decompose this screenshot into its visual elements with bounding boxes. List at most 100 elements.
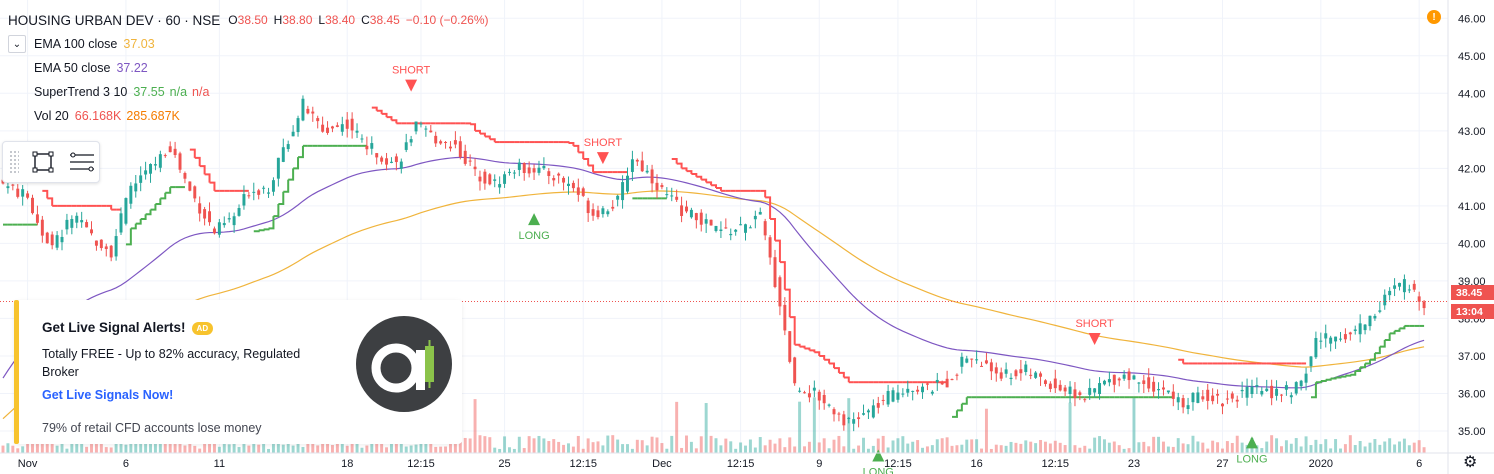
candle-body <box>35 214 39 223</box>
short-arrow-icon <box>1088 332 1101 345</box>
candle-body <box>1039 373 1043 377</box>
time-tick-label: 9 <box>816 458 822 470</box>
indicator-ema50[interactable]: EMA 50 close 37.22 <box>8 56 495 80</box>
candle-body <box>463 150 467 164</box>
ema50-line <box>2 156 1425 389</box>
volume-bar <box>1221 448 1224 453</box>
candle-body <box>1196 392 1200 403</box>
candle-body <box>621 182 625 201</box>
volume-bar <box>1304 436 1308 453</box>
promo-card[interactable]: Get Live Signal Alerts! AD Totally FREE -… <box>14 300 462 444</box>
rectangle-tool-icon[interactable] <box>29 148 57 176</box>
drawing-toolbox[interactable] <box>2 141 100 183</box>
time-tick-label: 18 <box>341 458 353 470</box>
candle-body <box>217 222 221 235</box>
volume-bar <box>940 438 944 453</box>
indicator-volume[interactable]: Vol 20 66.168K 285.687K <box>8 104 495 128</box>
gear-icon[interactable]: ⚙ <box>1463 454 1478 471</box>
volume-bar <box>748 439 752 453</box>
candle-body <box>1398 282 1401 287</box>
candle-body <box>591 209 595 216</box>
supertrend-segment <box>1340 375 1347 378</box>
candle-body <box>694 213 698 221</box>
volume-bar <box>1157 436 1161 453</box>
candle-body <box>1058 384 1062 391</box>
supertrend-segment <box>681 167 688 172</box>
price-axis[interactable]: 35.0036.0037.0038.0039.0040.0041.0042.00… <box>1447 0 1494 474</box>
volume-bar <box>129 436 133 453</box>
ohlc-low: L38.40 <box>318 13 356 27</box>
volume-bar <box>1240 442 1244 453</box>
candle-body <box>286 144 290 150</box>
candle-body <box>886 390 890 405</box>
indicator-ema100[interactable]: ⌄ EMA 100 close 37.03 <box>8 32 495 56</box>
promo-link[interactable]: Get Live Signals Now! <box>42 388 174 402</box>
volume-bar <box>40 439 44 453</box>
supertrend-segment <box>671 157 678 164</box>
volume-bar <box>1029 441 1033 453</box>
volume-bar <box>444 446 448 453</box>
collapse-legend-button[interactable]: ⌄ <box>8 35 26 53</box>
indicator-supertrend[interactable]: SuperTrend 3 10 37.55 n/a n/a <box>8 80 495 104</box>
volume-bar <box>453 441 457 453</box>
candle-body <box>350 118 354 131</box>
volume-bar <box>119 443 123 453</box>
volume-bar <box>473 399 477 453</box>
candle-body <box>1122 374 1126 379</box>
candle-body <box>1388 290 1392 296</box>
volume-bar <box>508 447 511 453</box>
candle-body <box>586 200 590 214</box>
volume-bar <box>55 445 59 453</box>
candle-body <box>744 224 747 233</box>
supertrend-segment <box>809 349 816 353</box>
candle-body <box>291 131 295 137</box>
volume-bar <box>493 447 497 453</box>
volume-bar <box>424 438 428 453</box>
volume-bar <box>562 444 566 453</box>
candle-body <box>144 170 148 175</box>
candle-body <box>1250 386 1254 395</box>
candlestick-series[interactable] <box>1 95 1426 432</box>
volume-bar <box>1058 442 1062 453</box>
signal-label: SHORT <box>392 65 431 77</box>
volume-bar <box>857 445 861 453</box>
candle-body <box>650 169 654 184</box>
supertrend-segment <box>961 397 968 405</box>
volume-bar <box>886 447 890 453</box>
long-arrow-icon <box>528 213 541 226</box>
volume-bar <box>385 447 389 453</box>
candle-body <box>1378 310 1382 312</box>
candle-body <box>1147 377 1151 389</box>
candle-body <box>1225 398 1229 400</box>
volume-bar <box>758 437 762 453</box>
volume-bar <box>114 438 118 453</box>
candle-body <box>881 399 885 401</box>
volume-bar <box>1161 441 1165 453</box>
indicator-value: 37.22 <box>116 61 148 75</box>
volume-bar <box>1339 448 1342 453</box>
supertrend-segment <box>1345 374 1352 377</box>
alert-icon[interactable]: ! <box>1427 10 1441 24</box>
volume-bar <box>1329 448 1333 453</box>
candle-body <box>1255 385 1259 387</box>
candle-body <box>842 414 846 426</box>
time-axis[interactable]: Nov 6 11 18 12:15 25 12:15 Dec 12:15 9 12:15 16 12:1… <box>0 452 1494 470</box>
candle-body <box>729 233 733 236</box>
candle-body <box>1029 374 1033 376</box>
candle-body <box>1171 391 1175 399</box>
volume-bar <box>793 446 797 453</box>
volume-bar <box>935 439 939 453</box>
volume-bar <box>232 438 236 453</box>
volume-bar <box>1230 443 1234 453</box>
drag-handle-icon[interactable] <box>9 150 19 174</box>
supertrend-segment <box>1325 378 1332 381</box>
symbol-title[interactable]: HOUSING URBAN DEV · 60 · NSE <box>8 12 221 28</box>
time-tick-label: 12:15 <box>884 458 912 470</box>
volume-bar <box>370 443 374 453</box>
volume-bar <box>80 442 84 453</box>
lines-tool-icon[interactable] <box>67 148 97 176</box>
indicator-name: Vol 20 <box>34 109 69 123</box>
volume-bar <box>1088 448 1092 453</box>
volume-bar <box>134 442 138 453</box>
